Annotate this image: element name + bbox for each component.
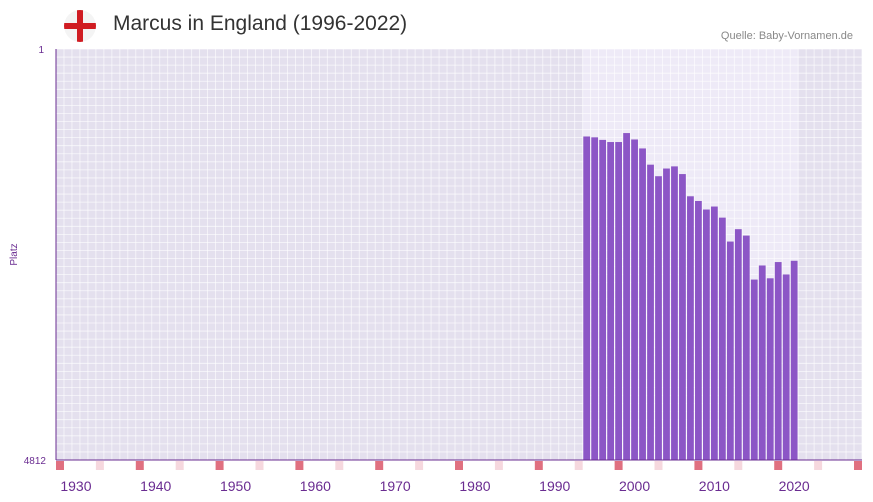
year-marker-1973: [415, 461, 424, 470]
chart-header: Marcus in England (1996-2022) Quelle: Ba…: [0, 0, 873, 50]
year-marker-1998: [614, 461, 623, 470]
bar-2009: [702, 209, 710, 460]
bar-2019: [782, 274, 790, 460]
year-marker-1978: [455, 461, 463, 470]
bar-1999: [623, 133, 630, 460]
bar-2006: [679, 174, 686, 460]
year-marker-2018: [774, 461, 783, 470]
x-tick-label-1990: 1990: [539, 478, 570, 494]
bar-2014: [742, 235, 750, 460]
y-tick-label-bottom: 4812: [24, 456, 47, 467]
bar-2017: [766, 278, 774, 460]
year-marker-1958: [295, 461, 304, 470]
bar-1998: [615, 142, 622, 461]
bar-2002: [647, 164, 654, 460]
bar-1997: [607, 142, 615, 461]
axes: [55, 49, 862, 461]
bar-2008: [695, 200, 702, 461]
axis-labels: 1930 1940 1950 1960 1970 1980 1990 2000 2010 2020…: [9, 45, 810, 494]
x-tick-label-2010: 2010: [699, 478, 730, 494]
bar-1994: [583, 136, 591, 460]
y-tick-label-top: 1: [38, 45, 44, 56]
year-marker-2023: [814, 461, 823, 470]
year-marker-1928: [56, 461, 64, 470]
year-marker-1948: [215, 461, 224, 470]
x-tick-label-1970: 1970: [380, 478, 411, 494]
year-marker-2003: [654, 461, 663, 470]
x-tick-label-1950: 1950: [220, 478, 251, 494]
bar-series: [583, 133, 798, 461]
x-tick-label-1940: 1940: [140, 478, 171, 494]
year-marker-2013: [734, 461, 743, 470]
year-marker-1993: [574, 461, 583, 470]
bar-2018: [774, 262, 782, 460]
bar-2015: [750, 279, 758, 460]
bar-2005: [671, 166, 678, 460]
x-tick-label-2000: 2000: [619, 478, 650, 494]
year-marker-1983: [494, 461, 503, 470]
year-marker-2008: [694, 461, 703, 470]
bar-2012: [726, 241, 734, 460]
year-marker-1988: [534, 461, 543, 470]
england-flag-icon: [64, 10, 96, 42]
bar-2007: [687, 196, 694, 461]
year-marker-1968: [375, 461, 384, 470]
x-tick-label-1930: 1930: [60, 478, 91, 494]
bar-2016: [758, 265, 766, 460]
bar-2013: [734, 229, 742, 460]
bar-2020: [790, 260, 798, 460]
x-tick-label-1960: 1960: [300, 478, 331, 494]
bar-2003: [655, 176, 662, 461]
bar-2010: [710, 206, 718, 460]
chart-title: Marcus in England (1996-2022): [113, 12, 408, 35]
bar-1996: [599, 139, 607, 460]
source-credit: Quelle: Baby-Vornamen.de: [720, 30, 853, 42]
x-tick-label-2020: 2020: [779, 478, 810, 494]
y-axis-title: Platz: [9, 243, 20, 265]
year-marker-1933: [95, 461, 104, 470]
bar-2001: [639, 148, 646, 460]
year-marker-1938: [135, 461, 144, 470]
year-markers: [56, 461, 862, 470]
year-marker-1953: [255, 461, 264, 470]
bar-2011: [718, 217, 726, 460]
year-marker-1943: [175, 461, 184, 470]
year-marker-1963: [335, 461, 344, 470]
year-marker-2028: [854, 461, 862, 470]
x-tick-label-1980: 1980: [459, 478, 490, 494]
bar-2004: [663, 168, 670, 460]
bar-1995: [591, 137, 599, 461]
bar-2000: [631, 139, 638, 460]
